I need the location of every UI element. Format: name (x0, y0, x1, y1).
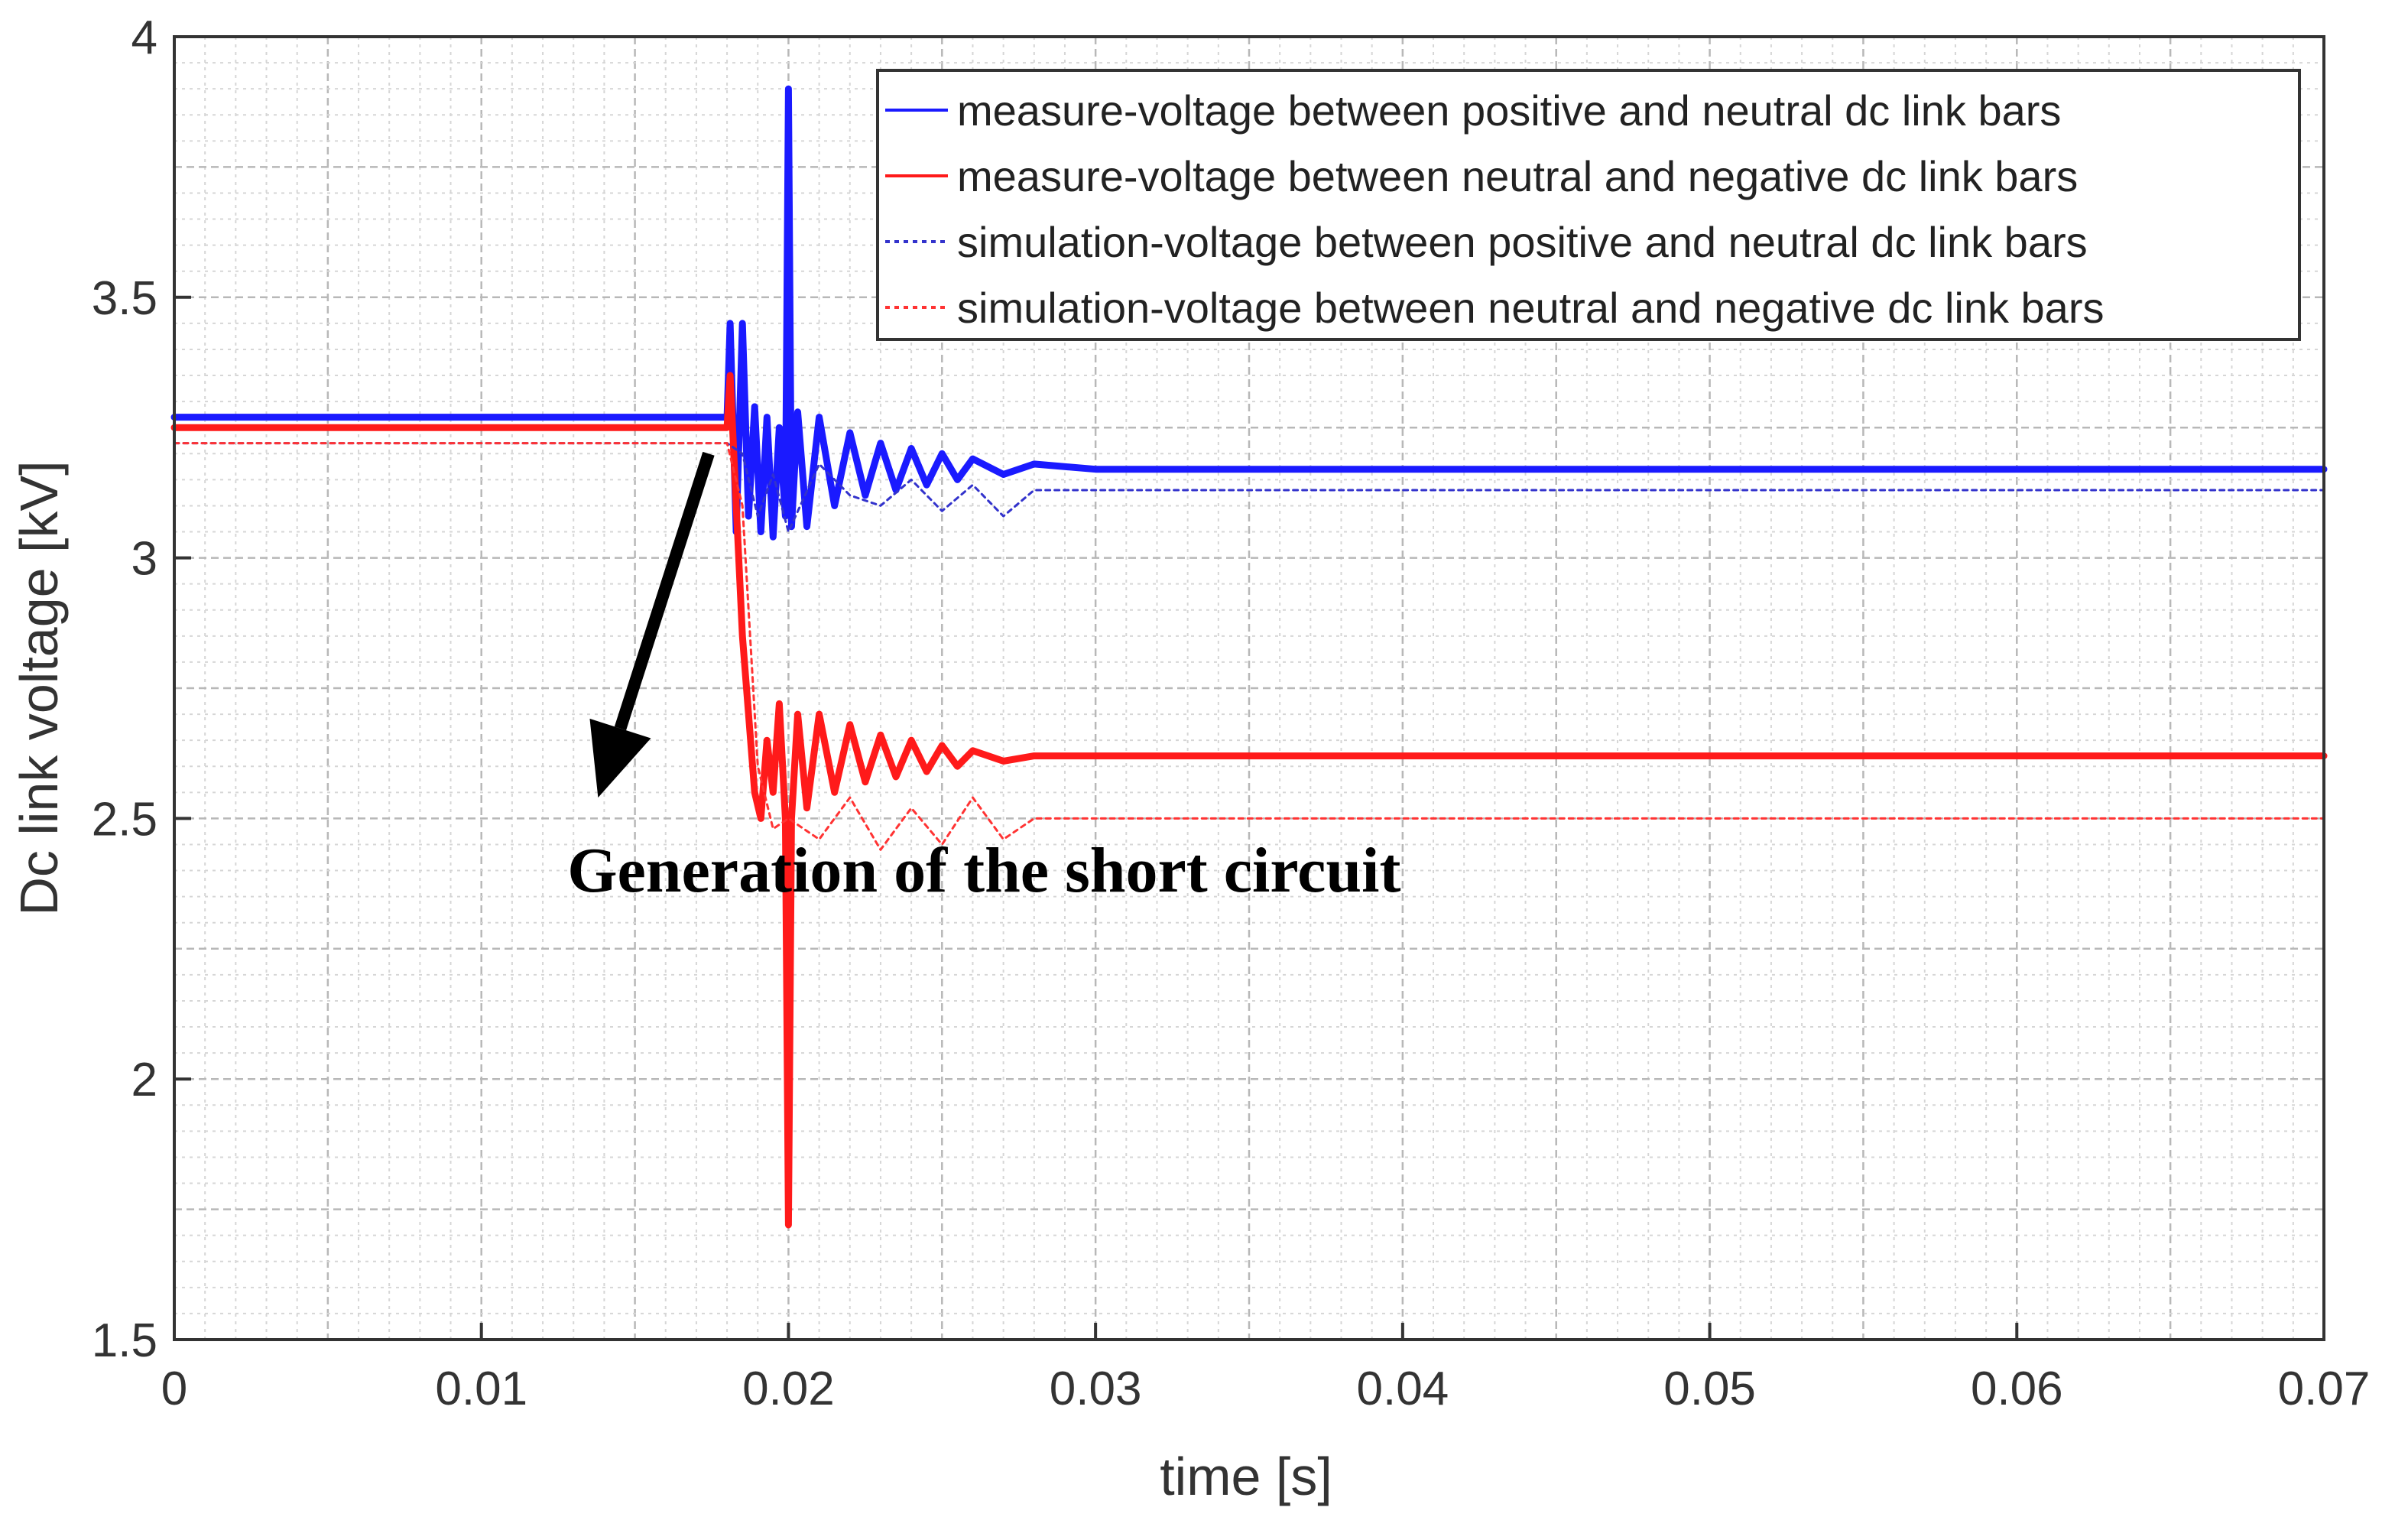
x-tick-label: 0.02 (742, 1363, 835, 1415)
y-tick-label: 2 (131, 1054, 157, 1106)
x-tick-label: 0.06 (1971, 1363, 2063, 1415)
y-axis-label: Dc link voltage [kV] (9, 460, 69, 915)
legend-label-4: simulation-voltage between neutral and n… (957, 284, 2104, 332)
series-line-4 (173, 442, 2325, 851)
x-tick-label: 0.01 (435, 1363, 527, 1415)
y-tick-label: 2.5 (92, 793, 157, 846)
legend-label-2: measure-voltage between neutral and nega… (957, 152, 2078, 200)
annotation: Generation of the short circuit (567, 451, 1400, 906)
plot-series (170, 85, 2328, 1229)
series-line-3 (173, 442, 2325, 533)
x-axis-label: time [s] (1160, 1447, 1332, 1506)
y-tick-label: 1.5 (92, 1314, 157, 1367)
plot-frame (173, 35, 2325, 1341)
series-line-2 (170, 372, 2328, 1229)
legend: measure-voltage between positive and neu… (876, 69, 2301, 341)
series-line-1 (170, 85, 2328, 541)
x-tick-label: 0.04 (1357, 1363, 1449, 1415)
y-tick-label: 3 (131, 533, 157, 586)
legend-box (876, 69, 2301, 341)
y-tick-label: 3.5 (92, 272, 157, 325)
legend-label-1: measure-voltage between positive and neu… (957, 86, 2061, 135)
annotation-text: Generation of the short circuit (567, 835, 1400, 906)
axis-ticks: 0 0.01 0.02 0.03 0.04 0.05 0.06 0.07 1.5 2 2.5 3 3.5… (92, 11, 2371, 1415)
arrow-head (589, 718, 651, 798)
x-tick-label: 0.03 (1050, 1363, 1142, 1415)
x-tick-label: 0.07 (2278, 1363, 2371, 1415)
legend-label-3: simulation-voltage between positive and … (957, 218, 2088, 266)
y-tick-label: 4 (131, 11, 157, 64)
x-tick-label: 0.05 (1663, 1363, 1756, 1415)
arrow-shaft (614, 451, 715, 731)
x-tick-label: 0 (161, 1363, 187, 1415)
